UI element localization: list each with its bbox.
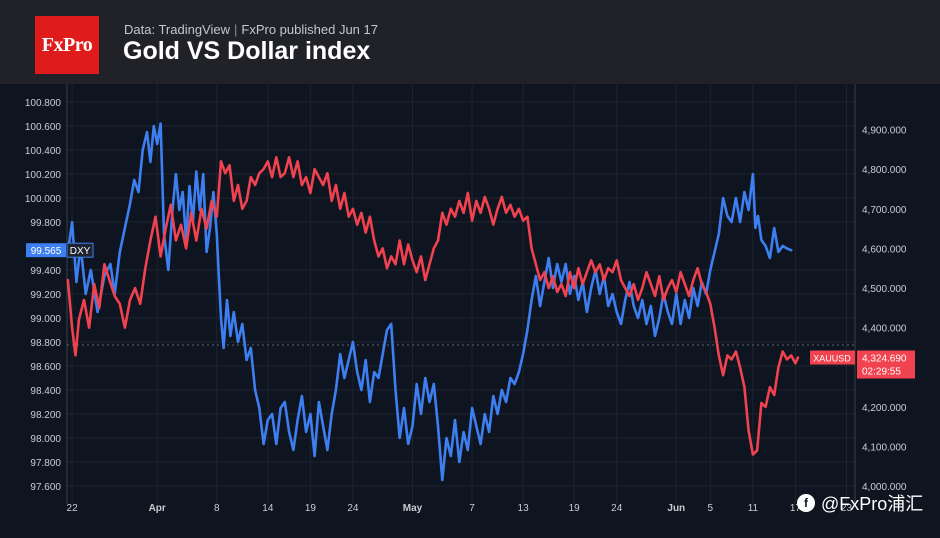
left-tick-label: 98.400 bbox=[30, 386, 61, 397]
x-tick-label: 19 bbox=[569, 503, 581, 514]
x-tick-label: 24 bbox=[611, 503, 623, 514]
chart-plot[interactable]: 100.800 100.600 100.400 100.200 100.000 99.80… bbox=[0, 84, 940, 538]
chart-meta: Data: TradingView | FxPro published Jun 17 bbox=[124, 22, 378, 37]
dxy-series-label: DXY bbox=[70, 246, 91, 257]
left-tick-label: 99.400 bbox=[30, 266, 61, 277]
right-tick-label: 4,900.000 bbox=[862, 126, 907, 137]
right-tick-label: 4,500.000 bbox=[862, 284, 907, 295]
xauusd-series-label: XAUUSD bbox=[813, 354, 851, 364]
xauusd-price-label: 4,324.690 bbox=[862, 354, 907, 365]
series-line-xauusd bbox=[66, 156, 800, 456]
left-tick-label: 97.800 bbox=[30, 458, 61, 469]
left-axis-ticks: 100.800 100.600 100.400 100.200 100.000 99.80… bbox=[25, 98, 62, 493]
price-tags: 99.565 DXY XAUUSD 4,324.690 02:29:55 bbox=[26, 242, 915, 379]
dxy-price-tag bbox=[26, 243, 66, 258]
right-tick-label: 4,600.000 bbox=[862, 244, 907, 255]
x-tick-label: Apr bbox=[149, 503, 166, 514]
watermark-text: @FxPro浦汇 bbox=[821, 494, 924, 514]
plot-background bbox=[0, 84, 940, 538]
fxpro-logo: FxPro bbox=[35, 16, 99, 74]
x-tick-label: 5 bbox=[708, 503, 714, 514]
right-tick-label: 4,000.000 bbox=[862, 482, 907, 493]
right-tick-label: 4,800.000 bbox=[862, 165, 907, 176]
dxy-series-tag bbox=[66, 242, 94, 258]
series-lines bbox=[66, 122, 800, 482]
weibo-icon: f bbox=[797, 494, 815, 512]
header-bar: FxPro Data: TradingView | FxPro published … bbox=[0, 0, 940, 84]
left-tick-label: 100.600 bbox=[25, 122, 62, 133]
left-tick-label: 97.600 bbox=[30, 482, 61, 493]
chart-title: Gold VS Dollar index bbox=[123, 37, 371, 65]
x-tick-label: 7 bbox=[469, 503, 475, 514]
xauusd-series-tag bbox=[810, 350, 855, 365]
dxy-price-label: 99.565 bbox=[31, 246, 62, 257]
x-tick-label: 14 bbox=[262, 503, 274, 514]
right-tick-label: 4,200.000 bbox=[862, 403, 907, 414]
x-tick-label: 17 bbox=[790, 503, 802, 514]
left-tick-label: 99.000 bbox=[30, 314, 61, 325]
left-tick-label: 98.200 bbox=[30, 410, 61, 421]
xauusd-price-tag bbox=[857, 350, 915, 379]
x-tick-label: 22 bbox=[67, 503, 79, 514]
right-tick-label: 4,700.000 bbox=[862, 205, 907, 216]
x-tick-label: 8 bbox=[214, 503, 220, 514]
left-tick-label: 98.600 bbox=[30, 362, 61, 373]
right-axis-ticks: 4,900.000 4,800.000 4,700.000 4,600.000 4,50… bbox=[862, 126, 907, 494]
x-tick-label: Jun bbox=[667, 503, 685, 514]
left-tick-label: 98.000 bbox=[30, 434, 61, 445]
left-tick-label: 100.400 bbox=[25, 146, 62, 157]
publisher-line: FxPro published Jun 17 bbox=[241, 22, 378, 37]
left-tick-label: 100.800 bbox=[25, 98, 62, 109]
right-tick-label: 4,100.000 bbox=[862, 443, 907, 454]
x-tick-label: May bbox=[403, 503, 423, 514]
watermark: f @FxPro浦汇 bbox=[797, 490, 923, 516]
x-tick-label: 19 bbox=[305, 503, 317, 514]
x-tick-label: 23 bbox=[841, 503, 853, 514]
x-axis-ticks: 22 Apr 8 14 19 24 May 7 13 19 24 Jun 5 11 17 23 bbox=[67, 503, 853, 514]
x-tick-label: 24 bbox=[347, 503, 359, 514]
x-tick-label: 13 bbox=[518, 503, 530, 514]
left-tick-label: 99.800 bbox=[30, 218, 61, 229]
x-tick-label: 11 bbox=[748, 503, 759, 514]
left-tick-label: 100.200 bbox=[25, 170, 62, 181]
left-tick-label: 100.000 bbox=[25, 194, 62, 205]
data-source: Data: TradingView bbox=[124, 22, 230, 37]
meta-separator: | bbox=[234, 22, 238, 37]
xauusd-countdown-label: 02:29:55 bbox=[862, 367, 901, 378]
left-tick-label: 98.800 bbox=[30, 338, 61, 349]
right-tick-label: 4,400.000 bbox=[862, 324, 907, 335]
left-tick-label: 99.200 bbox=[30, 290, 61, 301]
